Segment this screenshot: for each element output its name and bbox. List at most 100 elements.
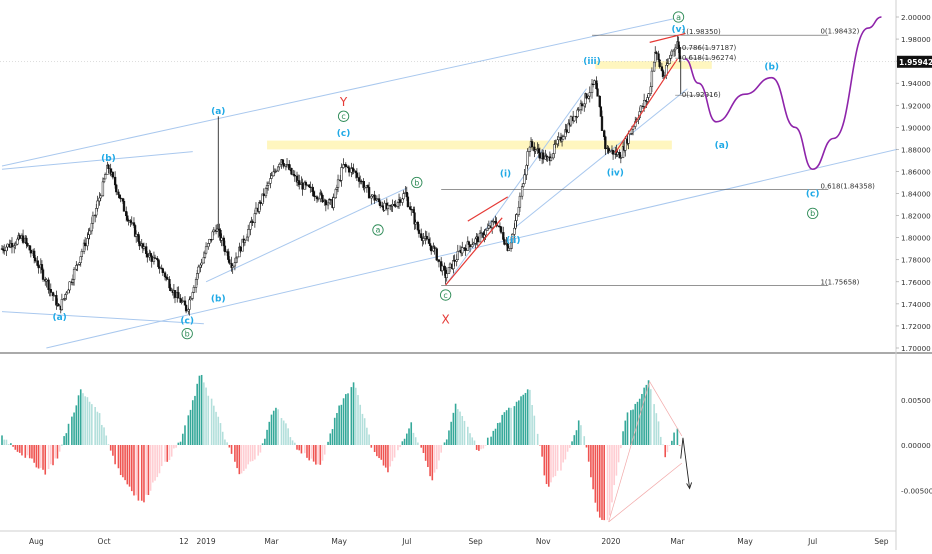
wave-label: (c) xyxy=(806,190,820,200)
histogram-bar xyxy=(184,425,186,445)
histogram-bar xyxy=(107,444,110,445)
histogram-bar xyxy=(251,445,254,462)
osc-tick-label: 0.00500 xyxy=(901,396,931,405)
histogram-bar xyxy=(564,445,567,460)
candle xyxy=(262,188,265,203)
histogram-bar xyxy=(503,412,506,445)
histogram-bar xyxy=(145,445,147,495)
candle xyxy=(28,244,31,251)
candle xyxy=(88,227,91,240)
histogram-bar xyxy=(105,435,108,445)
histogram-bar xyxy=(31,445,33,459)
histogram-bar xyxy=(109,445,112,451)
histogram-bar xyxy=(350,387,353,445)
histogram-bar xyxy=(408,428,410,445)
histogram-bar xyxy=(361,413,364,445)
candle xyxy=(447,267,451,274)
histogram-bar xyxy=(300,445,303,454)
histogram-bar xyxy=(478,445,480,451)
candle xyxy=(115,183,118,196)
histogram-bar xyxy=(282,420,285,445)
svg-text:b: b xyxy=(414,178,419,187)
histogram-bar xyxy=(16,445,19,452)
histogram-bar xyxy=(673,432,675,445)
histogram-bar xyxy=(515,401,518,445)
time-tick-label: Mar xyxy=(264,537,279,546)
histogram-bar xyxy=(203,382,205,445)
histogram-bar xyxy=(490,436,492,445)
histogram-bar xyxy=(259,445,262,453)
histogram-bar xyxy=(315,445,317,465)
histogram-bar xyxy=(594,445,597,503)
histogram-bar xyxy=(213,405,215,445)
price-tick-label: 1.90000 xyxy=(901,123,931,132)
histogram-bar xyxy=(611,445,613,503)
histogram-bar xyxy=(626,412,629,445)
histogram-bar xyxy=(147,445,150,496)
histogram-bar xyxy=(75,405,78,445)
histogram-bar xyxy=(18,445,21,453)
histogram-bar xyxy=(177,442,180,445)
wedge-line-4 xyxy=(649,32,686,43)
candle xyxy=(247,224,250,242)
histogram-bar xyxy=(219,423,222,445)
candle xyxy=(425,231,428,241)
osc-arrow xyxy=(680,437,691,489)
candle xyxy=(96,195,99,212)
candle xyxy=(448,262,452,273)
candle xyxy=(662,71,666,79)
histogram-bar xyxy=(653,404,655,445)
candle xyxy=(220,233,223,247)
candle xyxy=(21,229,25,245)
histogram-bar xyxy=(645,384,648,445)
histogram-bar xyxy=(306,445,308,458)
histogram-bar xyxy=(329,433,332,445)
wave-label: (v) xyxy=(671,25,685,35)
histogram-bar xyxy=(560,445,562,471)
wave-label: (ii) xyxy=(506,236,520,246)
histogram-bar xyxy=(630,410,632,445)
histogram-bar xyxy=(562,445,564,463)
candle xyxy=(336,174,340,193)
histogram-bar xyxy=(215,411,217,445)
candle xyxy=(267,181,270,191)
candle xyxy=(650,67,654,93)
candle xyxy=(324,198,327,212)
trend-channel-line-7 xyxy=(512,88,688,230)
candle xyxy=(472,241,475,245)
candle xyxy=(367,182,371,199)
histogram-bar xyxy=(135,445,137,496)
projection-path xyxy=(684,16,882,171)
candle xyxy=(542,149,545,164)
histogram-bar xyxy=(473,440,476,445)
candle xyxy=(588,86,591,103)
histogram-bar xyxy=(606,445,609,520)
histogram-bar xyxy=(459,411,461,445)
histogram-bar xyxy=(124,445,126,481)
candle xyxy=(166,274,169,280)
candle xyxy=(26,242,29,248)
candle xyxy=(616,149,619,157)
histogram-bar xyxy=(601,445,603,520)
histogram-bar xyxy=(35,445,38,468)
histogram-bar xyxy=(592,445,594,490)
histogram-bar xyxy=(224,439,226,445)
candle xyxy=(386,202,390,216)
histogram-bar xyxy=(340,404,343,445)
candle xyxy=(410,205,413,216)
histogram-bar xyxy=(287,428,289,445)
candle xyxy=(515,213,518,228)
histogram-bar xyxy=(94,407,96,445)
histogram-bar xyxy=(207,395,210,445)
histogram-bar xyxy=(5,439,8,445)
price-tick-label: 1.92000 xyxy=(901,101,931,110)
histogram-bar xyxy=(370,445,373,448)
candle xyxy=(278,162,281,171)
price-tick-label: 1.98000 xyxy=(901,35,931,44)
histogram-bar xyxy=(67,423,70,445)
histogram-bar xyxy=(154,445,156,481)
histogram-bar xyxy=(412,432,415,445)
histogram-bar xyxy=(513,406,516,445)
time-tick-label: Oct xyxy=(98,537,111,546)
histogram-bar xyxy=(65,433,68,445)
